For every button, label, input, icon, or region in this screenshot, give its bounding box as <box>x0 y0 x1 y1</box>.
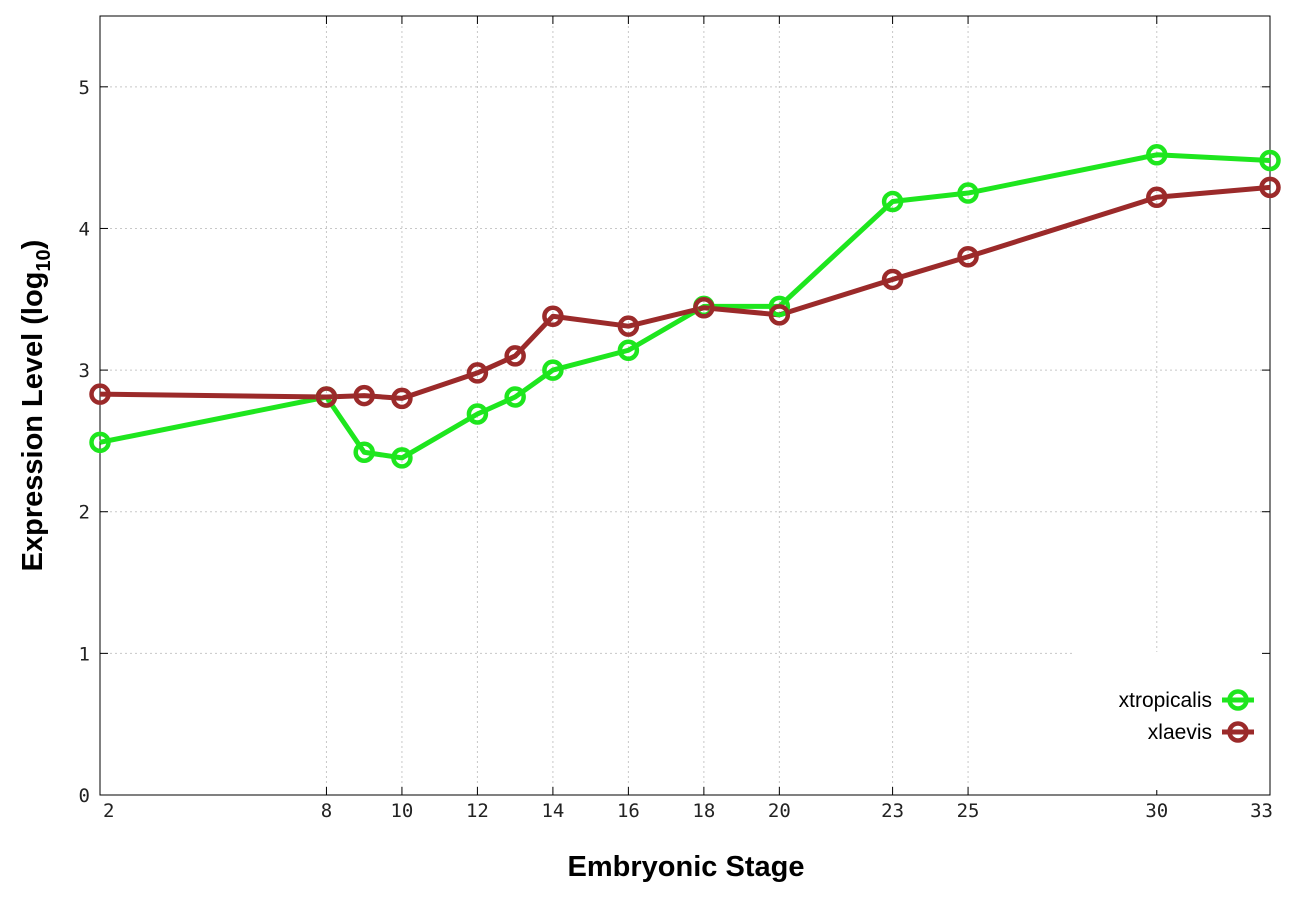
y-tick-labels: 0 1 2 3 4 5 <box>79 77 90 807</box>
data-point-xtropicalis <box>466 403 489 425</box>
legend-background <box>1072 652 1262 790</box>
data-point-xlaevis <box>315 386 338 408</box>
x-tick-label: 12 <box>466 800 489 822</box>
x-tick-label: 25 <box>957 800 980 822</box>
x-tick-label: 18 <box>692 800 715 822</box>
data-point-xlaevis <box>768 304 791 326</box>
data-point-xlaevis <box>693 297 715 319</box>
x-axis-title: Embryonic Stage <box>568 851 805 883</box>
data-point-xlaevis <box>466 362 489 384</box>
data-point-xtropicalis <box>504 386 526 408</box>
data-point-xtropicalis <box>542 359 564 381</box>
y-tick-label: 0 <box>79 785 90 807</box>
y-axis-title-subscript: 10 <box>33 249 55 271</box>
legend-marker <box>1227 689 1249 711</box>
legend: xtropicalis xlaevis <box>1072 652 1262 790</box>
y-tick-label: 3 <box>79 360 90 382</box>
legend-label: xlaevis <box>1148 721 1212 744</box>
data-point-xtropicalis <box>353 441 375 463</box>
y-axis-title-main: Expression Level (log <box>17 272 49 572</box>
data-point-xtropicalis <box>617 339 640 362</box>
data-point-xtropicalis <box>1259 149 1281 172</box>
data-point-xlaevis <box>504 345 526 367</box>
data-point-xlaevis <box>957 246 979 268</box>
x-tick-label: 33 <box>1250 800 1273 822</box>
y-axis-title: Expression Level (log10) <box>17 240 55 572</box>
y-tick-label: 4 <box>79 218 90 240</box>
axis-ticks <box>99 16 1271 796</box>
y-tick-label: 5 <box>79 77 90 99</box>
series-line-xtropicalis <box>99 152 1271 461</box>
series-line-xlaevis <box>99 184 1271 401</box>
x-tick-label: 23 <box>881 800 904 822</box>
data-point-xtropicalis <box>768 295 791 318</box>
x-tick-label: 16 <box>617 800 640 822</box>
plot-frame <box>99 15 1271 796</box>
x-tick-label: 10 <box>390 800 413 822</box>
data-point-xtropicalis <box>89 431 111 454</box>
legend-marker <box>1227 721 1249 743</box>
x-tick-label: 8 <box>321 800 332 822</box>
data-point-xtropicalis <box>1146 144 1168 166</box>
data-point-xlaevis <box>1259 176 1281 199</box>
x-tick-label: 20 <box>768 800 791 822</box>
data-point-xlaevis <box>1146 186 1168 209</box>
data-point-xtropicalis <box>391 447 413 469</box>
x-tick-labels: 2 8 10 12 14 16 18 20 23 25 30 33 <box>103 800 1273 822</box>
y-tick-label: 1 <box>79 643 90 665</box>
x-tick-label: 30 <box>1145 800 1168 822</box>
y-axis-title-end: ) <box>17 240 49 250</box>
data-point-xtropicalis <box>957 182 979 204</box>
data-point-xlaevis <box>881 268 904 291</box>
y-tick-label: 2 <box>79 502 90 524</box>
x-tick-label: 14 <box>541 800 564 822</box>
data-point-xlaevis <box>353 384 375 407</box>
x-tick-label: 2 <box>103 800 114 822</box>
legend-label: xtropicalis <box>1119 689 1212 712</box>
data-point-xlaevis <box>391 387 413 410</box>
data-point-xlaevis <box>89 383 111 405</box>
series-layer <box>89 144 1281 469</box>
data-point-xlaevis <box>542 305 564 328</box>
data-point-xtropicalis <box>881 190 904 213</box>
data-point-xlaevis <box>617 315 640 337</box>
